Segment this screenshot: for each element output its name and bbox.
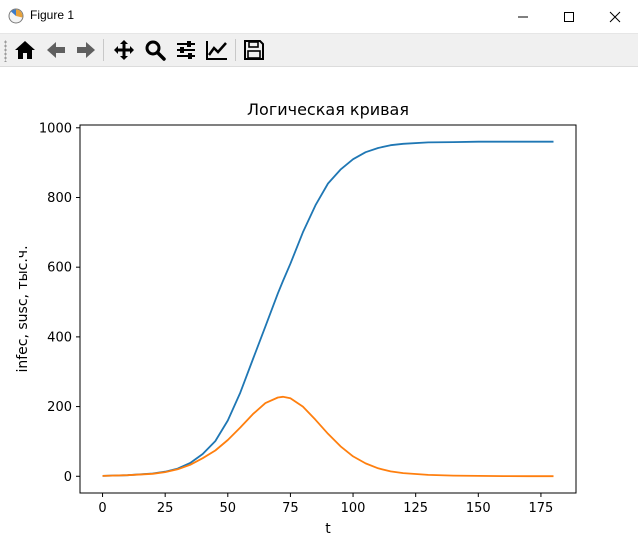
series-line-blue (102, 140, 554, 477)
toolbar-grip[interactable] (4, 40, 7, 62)
line-chart-icon (206, 41, 227, 60)
toolbar-separator (103, 39, 104, 61)
x-tick-label: 100 (341, 501, 366, 516)
zoom-button[interactable] (142, 37, 168, 63)
x-axis-label: t (325, 521, 331, 537)
forward-button[interactable] (73, 37, 99, 63)
x-tick-label: 0 (98, 501, 106, 516)
window-title: Figure 1 (30, 8, 75, 22)
magnifier-icon (145, 40, 166, 61)
y-tick-label: 600 (47, 261, 72, 276)
x-tick-label: 150 (466, 501, 491, 516)
move-icon (114, 40, 134, 60)
x-tick-label: 175 (529, 501, 554, 516)
plot-lines (102, 140, 554, 478)
series-line-orange (102, 395, 554, 478)
sliders-icon (177, 41, 195, 59)
arrow-left-icon (47, 42, 65, 58)
arrow-right-icon (77, 42, 95, 58)
y-tick-label: 0 (64, 470, 72, 485)
y-tick-label: 200 (47, 400, 72, 415)
x-tick-label: 25 (157, 501, 174, 516)
pan-button[interactable] (111, 37, 137, 63)
maximize-button[interactable] (546, 0, 592, 33)
floppy-disk-icon (244, 40, 264, 60)
window-title-bar: Figure 1 (0, 0, 638, 34)
y-tick-label: 1000 (39, 121, 72, 136)
x-tick-label: 125 (403, 501, 428, 516)
app-icon (8, 8, 24, 24)
maximize-icon (564, 11, 574, 22)
figure-canvas[interactable]: Логическая кривая 0 25 50 75 100 125 150 175 0 20… (0, 67, 638, 543)
plot-axes (79, 124, 577, 494)
home-icon (15, 41, 35, 59)
navigation-toolbar (0, 34, 638, 67)
y-tick-label: 400 (47, 330, 72, 345)
close-icon (609, 11, 621, 22)
toolbar-separator (235, 39, 236, 61)
minimize-icon (518, 16, 528, 17)
x-tick-label: 75 (282, 501, 299, 516)
y-tick-label: 800 (47, 191, 72, 206)
chart-title: Логическая кривая (247, 100, 409, 119)
configure-subplots-button[interactable] (173, 37, 199, 63)
edit-axis-button[interactable] (204, 37, 230, 63)
home-button[interactable] (12, 37, 38, 63)
close-button[interactable] (592, 0, 638, 33)
axis-ticks: 0 25 50 75 100 125 150 175 0 200 400 600 800 1000 (39, 121, 553, 516)
save-button[interactable] (241, 37, 267, 63)
back-button[interactable] (43, 37, 69, 63)
y-axis-label: infec, susc, тыс.ч. (15, 245, 31, 372)
x-tick-label: 50 (220, 501, 237, 516)
minimize-button[interactable] (500, 0, 546, 33)
